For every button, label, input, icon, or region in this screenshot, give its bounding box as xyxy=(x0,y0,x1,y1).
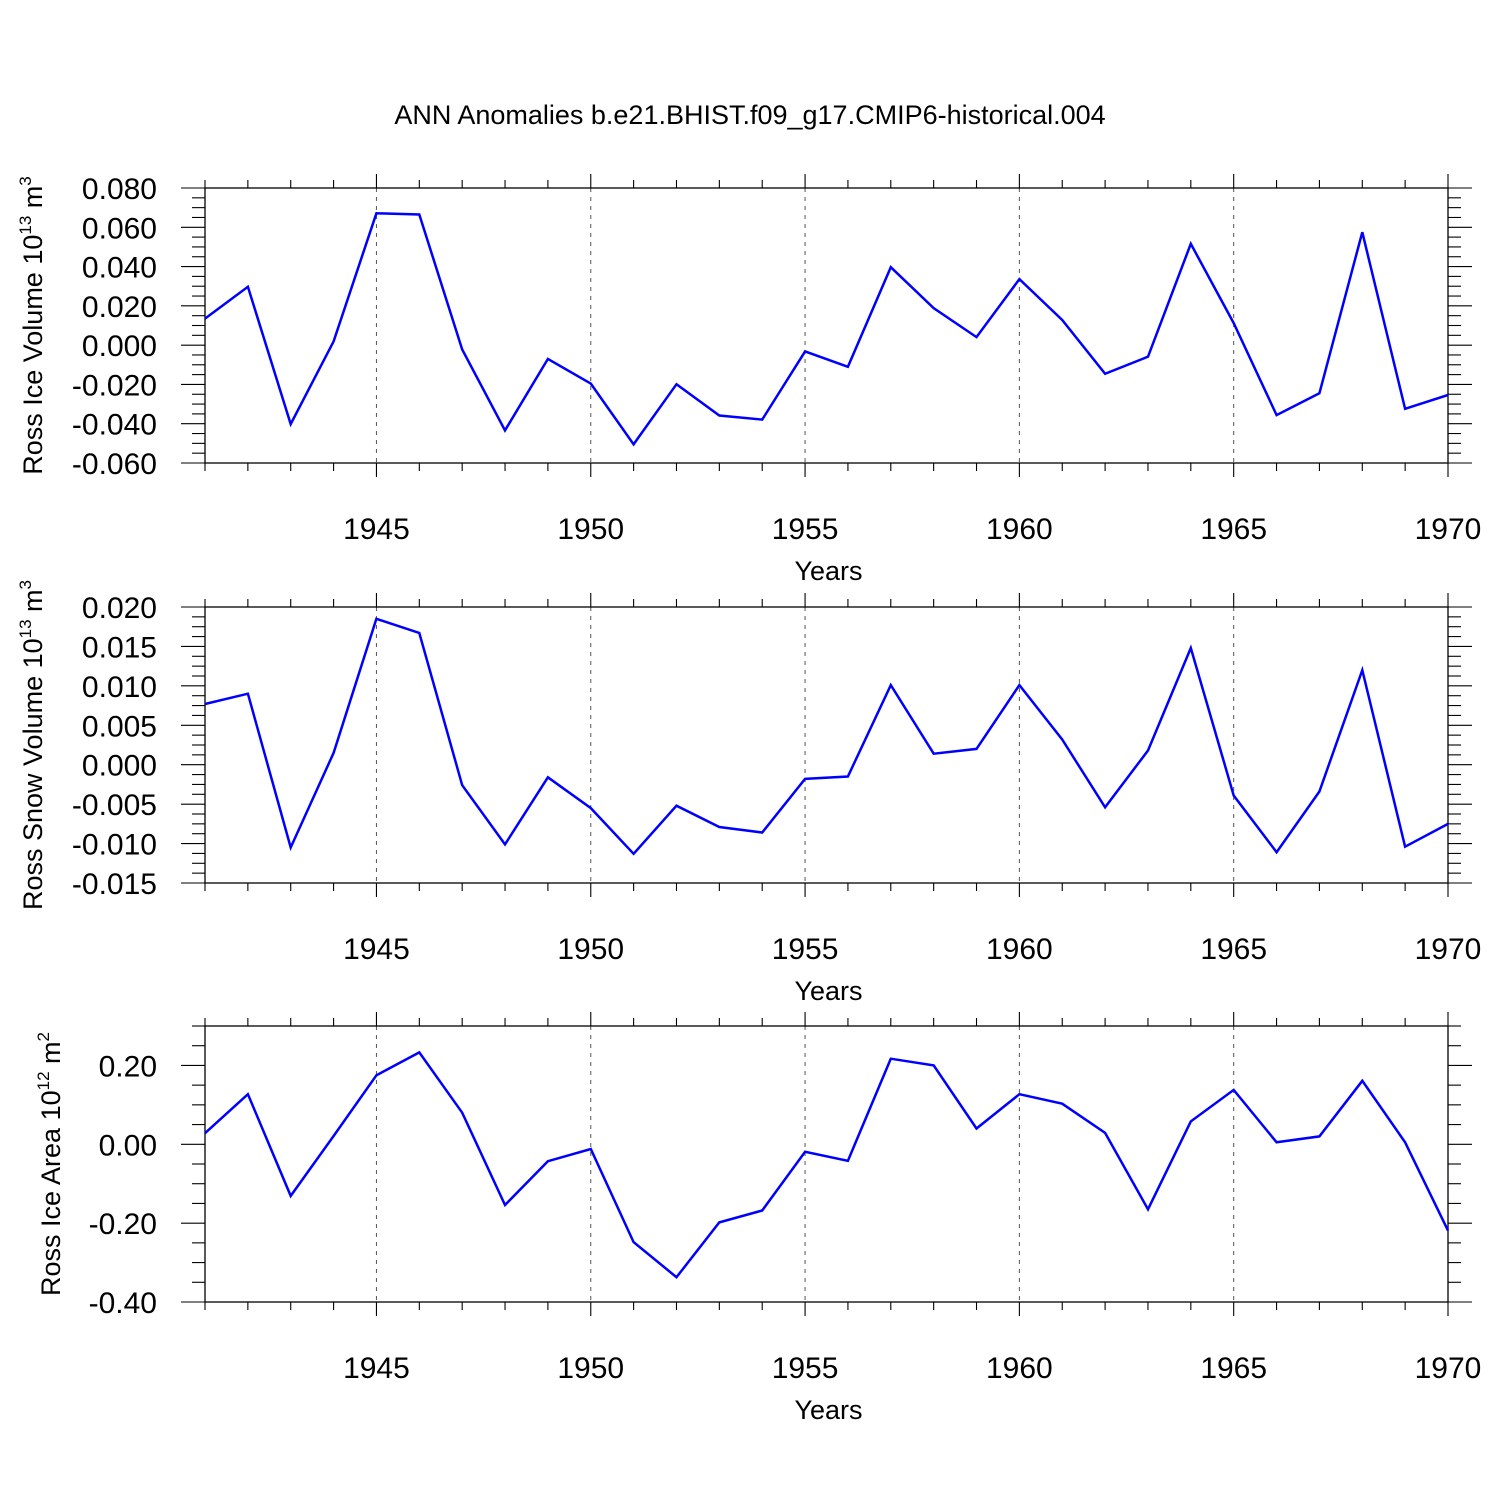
chart-panel-2: 1945 1950 1955 1960 1965 1970 -0.015 -0.010 -0.0… xyxy=(16,580,1481,1006)
x-tick-label-1960: 1960 xyxy=(986,1352,1053,1385)
y-tick-label-2: -0.020 xyxy=(72,369,157,402)
x-tick-label-1970: 1970 xyxy=(1415,933,1482,966)
x-axis-label: Years xyxy=(794,1395,862,1425)
y-tick-label-4: 0.020 xyxy=(82,291,157,324)
y-tick-label-1: -0.040 xyxy=(72,409,157,442)
x-tick-label-1965: 1965 xyxy=(1200,933,1267,966)
y-tick-label-7: 0.020 xyxy=(82,592,157,625)
y-tick-label-6: 0.060 xyxy=(82,212,157,245)
x-tick-label-1945: 1945 xyxy=(343,513,410,546)
y-tick-label-5: 0.040 xyxy=(82,252,157,285)
y-tick-label-0: -0.060 xyxy=(72,448,157,481)
chart-panels: 1945 1950 1955 1960 1965 1970 -0.060 -0.040 -0.0… xyxy=(16,173,1481,1425)
x-tick-label-1965: 1965 xyxy=(1200,513,1267,546)
x-axis-label: Years xyxy=(794,976,862,1006)
x-tick-label-1945: 1945 xyxy=(343,933,410,966)
x-tick-label-1950: 1950 xyxy=(557,933,624,966)
y-tick-label-1: -0.010 xyxy=(72,829,157,862)
x-tick-label-1955: 1955 xyxy=(772,933,839,966)
y-axis-label: Ross Ice Area 1012 m2 xyxy=(34,1032,66,1296)
y-tick-label-0: -0.015 xyxy=(72,868,157,901)
figure-title: ANN Anomalies b.e21.BHIST.f09_g17.CMIP6-… xyxy=(394,100,1105,130)
chart-panel-3: 1945 1950 1955 1960 1965 1970 -0.40 -0.20 0.00 0.… xyxy=(34,1012,1481,1425)
x-tick-label-1965: 1965 xyxy=(1200,1352,1267,1385)
x-tick-label-1955: 1955 xyxy=(772,513,839,546)
x-tick-label-1960: 1960 xyxy=(986,933,1053,966)
chart-panel-1: 1945 1950 1955 1960 1965 1970 -0.060 -0.040 -0.0… xyxy=(16,173,1481,586)
y-tick-label-2: -0.005 xyxy=(72,789,157,822)
x-tick-label-1970: 1970 xyxy=(1415,1352,1482,1385)
y-axis-label: Ross Snow Volume 1013 m3 xyxy=(16,580,48,910)
x-tick-label-1945: 1945 xyxy=(343,1352,410,1385)
y-tick-label-1: -0.20 xyxy=(89,1208,157,1241)
y-tick-label-4: 0.005 xyxy=(82,710,157,743)
series-line xyxy=(204,212,1449,447)
y-axis-label: Ross Ice Volume 1013 m3 xyxy=(16,176,48,475)
y-tick-label-6: 0.015 xyxy=(82,631,157,664)
series-line xyxy=(204,1050,1450,1279)
y-tick-label-3: 0.000 xyxy=(82,750,157,783)
y-tick-label-0: -0.40 xyxy=(89,1287,157,1320)
x-tick-label-1950: 1950 xyxy=(557,513,624,546)
x-tick-label-1960: 1960 xyxy=(986,513,1053,546)
series-line xyxy=(204,617,1449,856)
x-tick-label-1950: 1950 xyxy=(557,1352,624,1385)
y-tick-label-7: 0.080 xyxy=(82,173,157,206)
x-axis-label: Years xyxy=(794,556,862,586)
y-tick-label-5: 0.010 xyxy=(82,671,157,704)
x-tick-label-1955: 1955 xyxy=(772,1352,839,1385)
y-tick-label-3: 0.20 xyxy=(99,1050,157,1083)
x-tick-label-1970: 1970 xyxy=(1415,513,1482,546)
y-tick-label-2: 0.00 xyxy=(99,1129,157,1162)
y-tick-label-3: 0.000 xyxy=(82,330,157,363)
